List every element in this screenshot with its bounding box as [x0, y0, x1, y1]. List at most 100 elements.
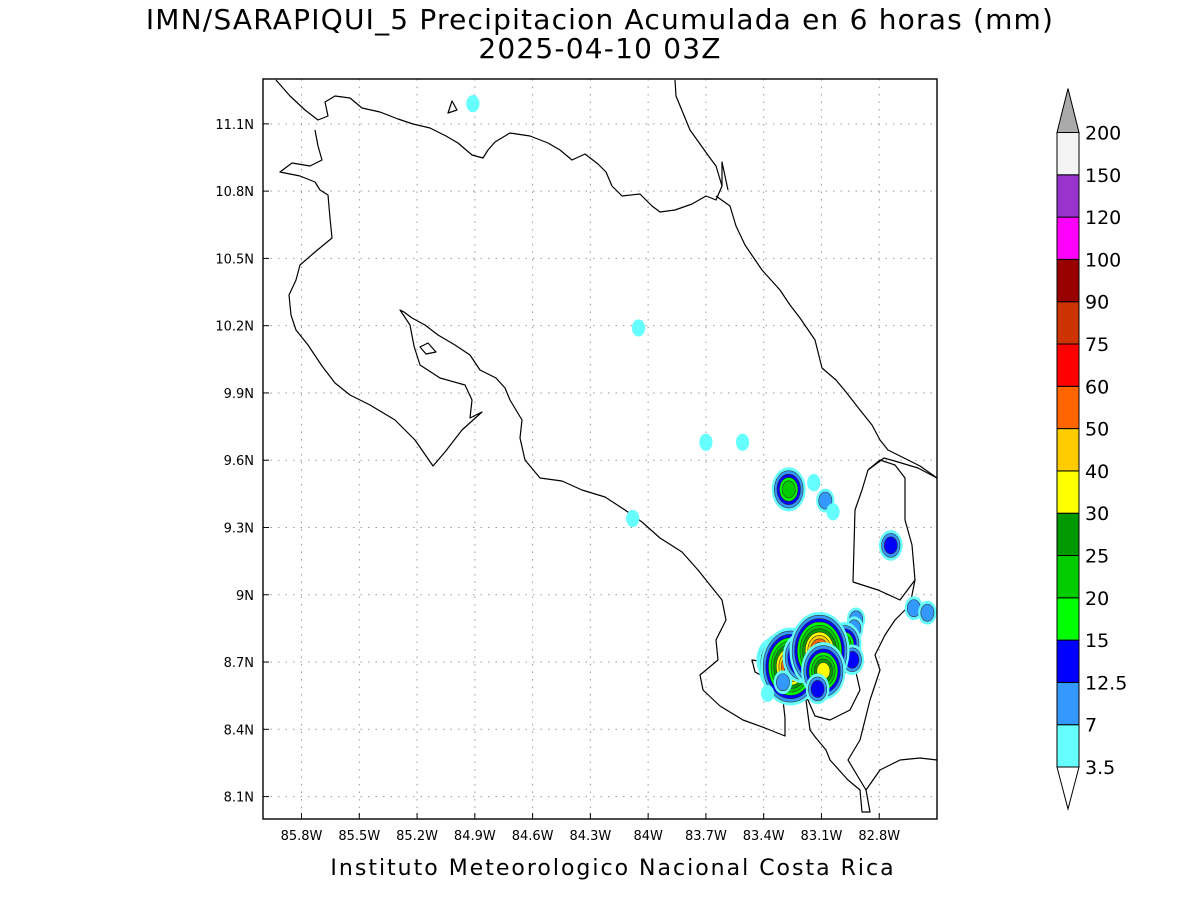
colorbar-swatch	[1056, 301, 1080, 345]
precip-cell	[771, 467, 806, 512]
colorbar-swatch	[1056, 597, 1080, 641]
coastline	[275, 79, 937, 813]
precip-contour	[626, 509, 640, 528]
map-title: IMN/SARAPIQUI_5 Precipitacion Acumulada …	[145, 3, 1055, 36]
latitude-tick-labels: 11.1N 10.8N 10.5N 10.2N 9.9N 9.6N 9.3N 9N 8.7N 8.…	[215, 118, 269, 806]
y-tick-label: 9.6N	[224, 454, 254, 469]
map-subtitle-datetime: 2025-04-10 03Z	[478, 32, 722, 65]
colorbar-swatch	[1056, 639, 1080, 683]
precip-cell	[760, 684, 775, 703]
colorbar-label: 30	[1085, 503, 1109, 525]
precip-cell	[805, 673, 830, 705]
x-tick-label: 82.8W	[858, 829, 900, 844]
x-tick-label: 84.6W	[512, 829, 554, 844]
plot-frame	[262, 78, 938, 820]
border-line	[852, 469, 869, 583]
precip-contour	[920, 603, 935, 622]
colorbar-swatch	[1056, 174, 1080, 218]
colorbar-swatch	[1056, 132, 1080, 176]
colorbar-max-arrow	[1056, 88, 1080, 133]
precip-cell	[735, 433, 750, 451]
colorbar-label: 15	[1085, 630, 1109, 652]
precip-contour	[883, 536, 898, 555]
y-tick-label: 10.2N	[215, 320, 254, 335]
colorbar-label: 3.5	[1085, 757, 1115, 779]
precip-cell	[918, 600, 937, 625]
colorbar-label: 7	[1085, 715, 1097, 737]
precip-contour	[810, 680, 825, 698]
colorbar-swatch	[1056, 512, 1080, 557]
x-tick-label: 83.7W	[685, 829, 727, 844]
precip-contour	[699, 433, 713, 451]
colorbar-label: 200	[1085, 123, 1121, 145]
longitude-tick-labels: 85.8W 85.5W 85.2W 84.9W 84.6W 84.3W 84W 83.7W 83…	[281, 813, 900, 844]
y-tick-label: 10.8N	[215, 185, 254, 200]
y-tick-label: 8.4N	[224, 723, 254, 738]
y-tick-label: 9.3N	[224, 521, 254, 536]
precip-contour	[466, 95, 480, 113]
colorbar-label: 120	[1085, 207, 1121, 229]
lake-nicaragua-island	[447, 100, 458, 114]
colorbar-swatch	[1056, 216, 1080, 260]
colorbar-swatch	[1056, 681, 1080, 726]
colorbar-label: 90	[1085, 292, 1109, 314]
y-tick-label: 9.9N	[224, 387, 254, 402]
precip-cell	[807, 474, 821, 492]
precip-cell	[826, 503, 840, 521]
footer-credit: Instituto Meteorologico Nacional Costa R…	[330, 856, 896, 881]
colorbar-swatch	[1056, 428, 1080, 472]
precip-cell	[626, 509, 640, 528]
x-tick-label: 83.4W	[743, 829, 785, 844]
colorbar-label: 75	[1085, 334, 1109, 356]
panama-border	[279, 129, 916, 813]
precipitation-contours	[466, 95, 937, 706]
x-tick-label: 84W	[633, 829, 663, 844]
panama-south-coast	[865, 757, 937, 791]
y-tick-label: 8.7N	[224, 656, 254, 671]
colorbar-label: 50	[1085, 419, 1109, 441]
x-tick-label: 85.2W	[396, 829, 438, 844]
colorbar-swatch	[1056, 385, 1080, 430]
precip-contour	[826, 503, 840, 521]
nicaragua-caribbean-coast	[674, 79, 723, 187]
y-tick-label: 10.5N	[215, 252, 254, 267]
x-tick-label: 83.1W	[801, 829, 843, 844]
colorbar-min-arrow	[1056, 766, 1080, 811]
colorbar-swatch	[1056, 258, 1080, 303]
lat-lon-grid	[263, 79, 937, 819]
precip-cell	[631, 319, 646, 337]
costa-rica-coast	[715, 195, 937, 479]
colorbar-label: 150	[1085, 165, 1121, 187]
precip-contour	[818, 491, 833, 510]
precip-cell	[878, 530, 903, 561]
colorbar-swatch	[1056, 470, 1080, 514]
colorbar-swatch	[1056, 555, 1080, 599]
colorbar-swatch	[1056, 343, 1080, 387]
colorbar-legend: 3.5 7 12.5 15 20 25 30 40 50 60 75 90 100 120 150 200	[1056, 88, 1127, 811]
precip-contour	[781, 480, 796, 499]
x-tick-label: 85.8W	[281, 829, 323, 844]
colorbar-label: 25	[1085, 546, 1109, 568]
colorbar-label: 40	[1085, 461, 1109, 483]
precip-contour	[760, 684, 775, 703]
x-tick-label: 84.9W	[454, 829, 496, 844]
y-tick-label: 8.1N	[224, 791, 254, 806]
y-tick-label: 9N	[236, 589, 254, 604]
colorbar-label: 12.5	[1085, 672, 1127, 694]
colorbar-label: 20	[1085, 588, 1109, 610]
y-tick-label: 11.1N	[215, 118, 254, 133]
precip-contour	[631, 319, 646, 337]
colorbar-label: 60	[1085, 376, 1109, 398]
precip-cell	[699, 433, 713, 451]
panama-caribbean-coast	[867, 457, 937, 479]
precip-contour	[807, 474, 821, 492]
colorbar-label: 100	[1085, 249, 1121, 271]
x-tick-label: 84.3W	[569, 829, 611, 844]
precip-cell	[466, 95, 480, 113]
nicaragua-coast	[275, 79, 729, 213]
colorbar-swatch	[1056, 724, 1080, 768]
border-line-2	[852, 579, 916, 601]
precip-contour	[776, 673, 790, 692]
precip-cell	[773, 670, 793, 695]
